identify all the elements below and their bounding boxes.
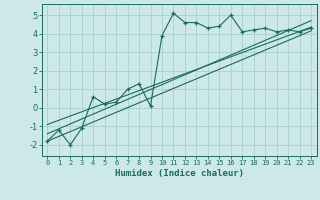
X-axis label: Humidex (Indice chaleur): Humidex (Indice chaleur) — [115, 169, 244, 178]
